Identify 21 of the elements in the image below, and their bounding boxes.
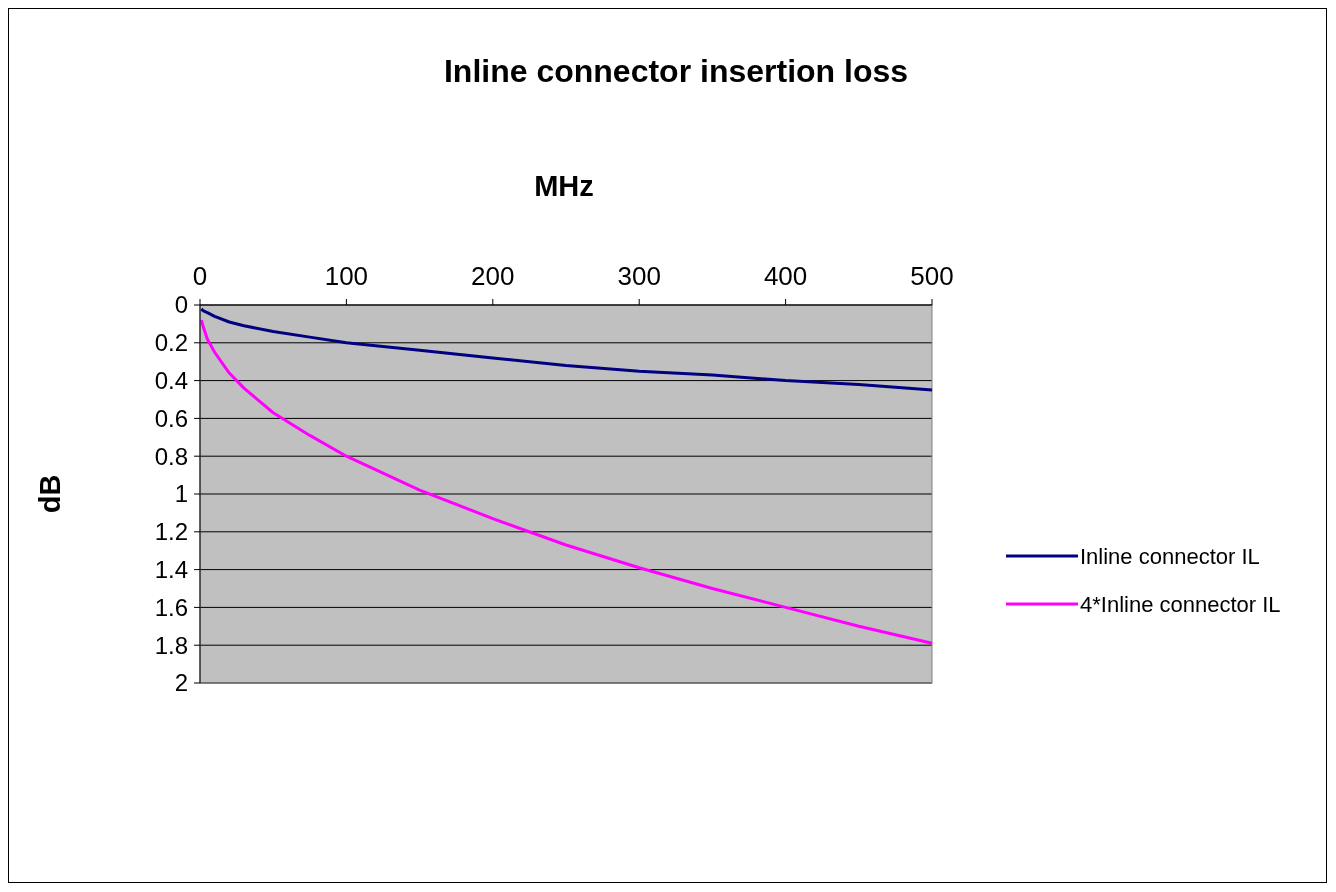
x-tick-label: 500 [910, 261, 954, 291]
x-axis-title: MHz [534, 170, 594, 202]
chart-title: Inline connector insertion loss [443, 53, 909, 89]
x-tick-label: 300 [617, 261, 661, 291]
x-tick-label: 400 [763, 261, 808, 291]
y-tick-label: 1 [174, 480, 188, 508]
x-tick-label: 100 [324, 261, 369, 291]
y-tick-label: 0.2 [154, 329, 188, 357]
x-tick-label: 200 [471, 261, 515, 291]
y-tick-label: 0.4 [154, 367, 188, 394]
legend-label: 4*Inline connector IL [1080, 591, 1281, 617]
y-tick-label: 0.6 [154, 404, 188, 432]
y-tick-label: 1.4 [154, 556, 188, 583]
y-tick-label: 0 [174, 291, 188, 319]
y-axis-title: dB [34, 474, 66, 514]
y-tick-label: 0.8 [154, 442, 188, 470]
y-tick-label: 2 [174, 669, 188, 697]
y-tick-label: 1.2 [154, 518, 188, 546]
legend-label: Inline connector IL [1080, 543, 1260, 569]
y-tick-label: 1.6 [154, 593, 188, 621]
y-tick-label: 1.8 [154, 631, 188, 659]
